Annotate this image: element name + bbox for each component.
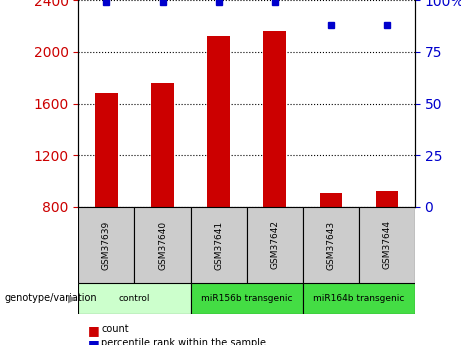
Text: miR156b transgenic: miR156b transgenic <box>201 294 292 303</box>
Bar <box>135 207 190 283</box>
Text: GSM37641: GSM37641 <box>214 220 223 269</box>
Bar <box>95 93 118 207</box>
Bar <box>190 207 247 283</box>
Text: GSM37644: GSM37644 <box>382 220 391 269</box>
Bar <box>319 193 342 207</box>
Bar <box>151 83 174 207</box>
Text: genotype/variation: genotype/variation <box>5 294 97 303</box>
Text: ■: ■ <box>88 338 99 345</box>
Bar <box>207 36 230 207</box>
Text: percentile rank within the sample: percentile rank within the sample <box>101 338 266 345</box>
Text: count: count <box>101 324 129 334</box>
Text: ■: ■ <box>88 324 99 337</box>
Bar <box>78 207 135 283</box>
Text: GSM37642: GSM37642 <box>270 220 279 269</box>
Bar <box>359 207 415 283</box>
Bar <box>263 31 286 207</box>
Text: ▶: ▶ <box>68 294 77 303</box>
Text: control: control <box>119 294 150 303</box>
Bar <box>247 207 303 283</box>
Text: miR164b transgenic: miR164b transgenic <box>313 294 404 303</box>
Bar <box>303 207 359 283</box>
Text: GSM37643: GSM37643 <box>326 220 335 269</box>
Bar <box>376 191 398 207</box>
Text: GSM37640: GSM37640 <box>158 220 167 269</box>
Text: GSM37639: GSM37639 <box>102 220 111 269</box>
Bar <box>78 283 190 314</box>
Bar <box>303 283 415 314</box>
Bar <box>190 283 303 314</box>
